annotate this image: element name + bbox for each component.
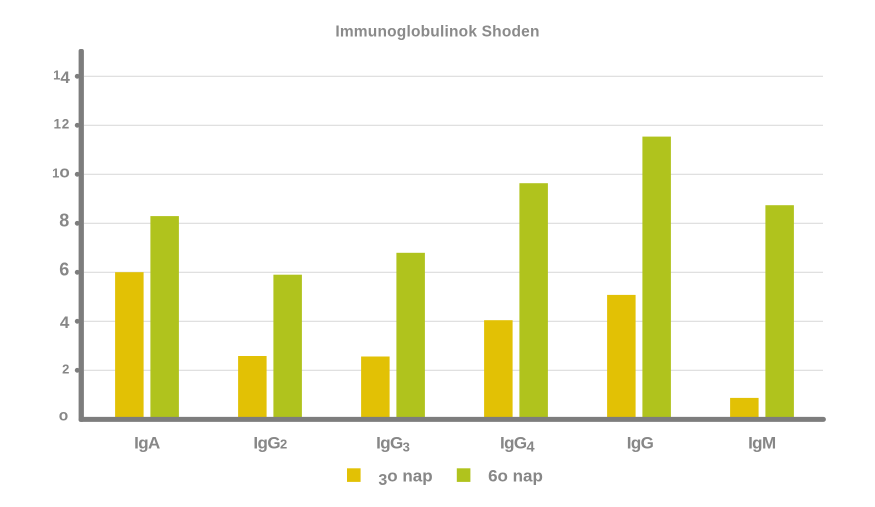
svg-text:14: 14 bbox=[53, 67, 70, 87]
svg-text:IgG3: IgG3 bbox=[376, 434, 410, 455]
svg-text:1o: 1o bbox=[52, 162, 70, 181]
svg-text:IgA: IgA bbox=[134, 434, 160, 453]
svg-text:IgG: IgG bbox=[627, 434, 654, 453]
svg-text:6: 6 bbox=[59, 259, 69, 279]
svg-text:6o nap: 6o nap bbox=[488, 467, 543, 486]
svg-text:3o nap: 3o nap bbox=[378, 467, 432, 490]
svg-text:2: 2 bbox=[62, 361, 69, 376]
svg-text:Immunoglobulinok Shoden: Immunoglobulinok Shoden bbox=[335, 24, 539, 41]
svg-text:IgG2: IgG2 bbox=[253, 434, 287, 453]
svg-text:IgM: IgM bbox=[748, 434, 776, 453]
svg-text:8: 8 bbox=[59, 210, 69, 230]
svg-text:o: o bbox=[59, 408, 68, 425]
svg-text:IgG4: IgG4 bbox=[500, 434, 535, 456]
svg-text:12: 12 bbox=[53, 116, 70, 131]
svg-text:4: 4 bbox=[60, 313, 70, 332]
